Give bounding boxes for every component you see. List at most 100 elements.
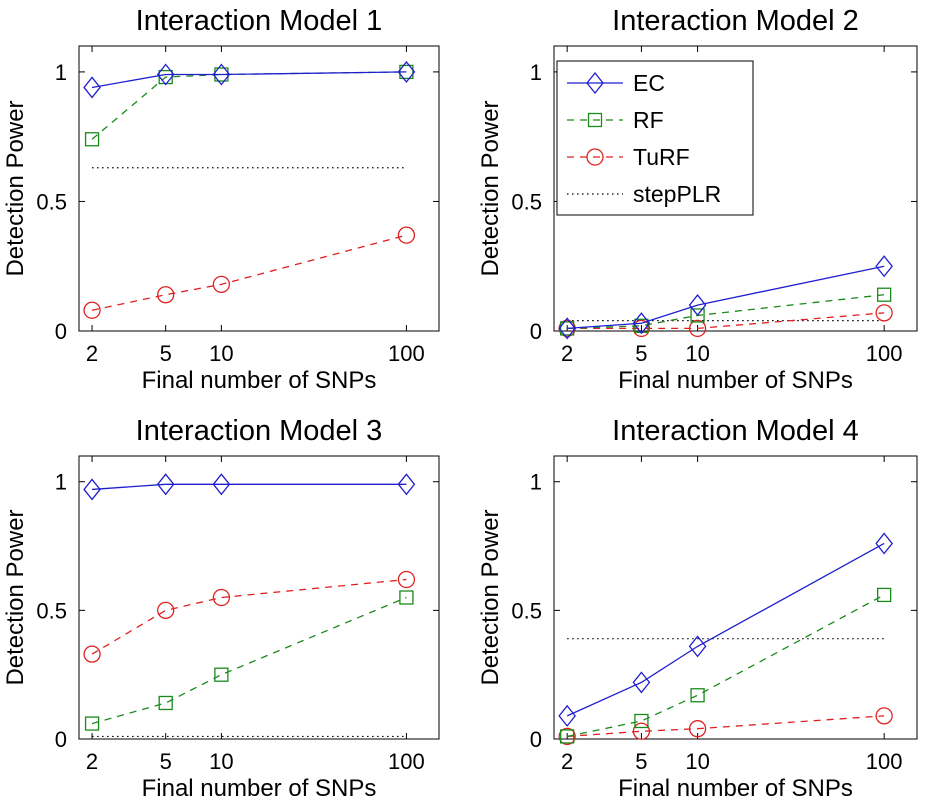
data-point-rf: [560, 729, 575, 744]
plot-frame: [78, 45, 440, 332]
data-point-rf: [876, 587, 892, 603]
legend-marker-turf: [586, 148, 604, 166]
x-tick-label: 100: [388, 341, 425, 366]
series-ec: [558, 255, 893, 340]
y-tick-label: 0: [530, 319, 542, 344]
data-point-ec: [632, 312, 651, 335]
series-line-rf: [91, 596, 407, 725]
data-point-rf: [876, 287, 892, 302]
series-turf: [83, 226, 416, 319]
series-line-turf: [91, 578, 407, 655]
series-line-ec: [91, 71, 407, 89]
x-tick-label: 2: [86, 749, 98, 774]
data-point-rf: [690, 688, 705, 703]
data-point-rf: [214, 667, 229, 682]
y-axis-label: Detection Power: [2, 100, 29, 276]
x-tick-label: 2: [86, 341, 98, 366]
plot-frame: [78, 455, 440, 740]
data-point-ec: [875, 532, 893, 555]
data-point-rf: [399, 590, 414, 605]
y-tick-label: 0.5: [511, 598, 542, 623]
data-point-turf: [632, 319, 651, 338]
y-tick-label: 0: [55, 727, 67, 752]
y-tick-label: 0.5: [36, 189, 67, 214]
y-axis-label: Detection Power: [2, 509, 29, 685]
series-line-ec: [567, 265, 885, 330]
y-tick-label: 0.5: [36, 598, 67, 623]
data-point-ec: [397, 60, 416, 83]
data-point-rf: [84, 132, 100, 147]
x-tick-label: 5: [160, 341, 172, 366]
chart-panel-2: Interaction Model 2 2 5 10 100 0 0.5 1 Final num…: [477, 5, 918, 394]
series-line-rf: [91, 71, 407, 140]
data-point-ec: [688, 635, 707, 658]
data-point-turf: [397, 570, 416, 589]
y-axis-label: Detection Power: [477, 509, 504, 685]
y-tick-label: 1: [530, 60, 542, 85]
series-rf: [560, 587, 892, 744]
legend-marker-rf: [587, 112, 603, 128]
x-tick-label: 10: [209, 341, 233, 366]
series-ec: [558, 532, 893, 727]
x-axis-label: Final number of SNPs: [618, 775, 853, 800]
y-tick-label: 1: [55, 470, 67, 495]
plot-frame: [553, 455, 918, 740]
data-point-turf: [558, 727, 576, 746]
data-point-rf: [690, 308, 705, 323]
data-point-turf: [83, 645, 101, 663]
series-line-ec: [566, 542, 885, 717]
data-point-rf: [158, 695, 173, 711]
series-turf: [83, 570, 416, 663]
data-point-ec: [212, 473, 231, 496]
series-line-turf: [567, 312, 885, 330]
data-point-turf: [157, 601, 175, 620]
legend-label-ec: EC: [633, 70, 665, 96]
y-axis-label: Detection Power: [477, 100, 504, 276]
series-ec: [83, 473, 416, 501]
y-tick-label: 1: [530, 470, 542, 495]
series-rf: [84, 590, 414, 731]
chart-panel-4: Interaction Model 4 2 5 10 100 0 0.5 1 Final num…: [477, 415, 918, 802]
series-line-rf: [567, 594, 885, 738]
data-point-turf: [688, 319, 707, 338]
x-tick-label: 100: [866, 749, 903, 774]
series-line-rf: [567, 294, 885, 330]
data-point-turf: [875, 304, 893, 322]
x-tick-label: 2: [561, 749, 573, 774]
data-point-turf: [397, 226, 416, 244]
data-point-ec: [212, 63, 231, 86]
series-line-turf: [567, 715, 885, 738]
legend-label-turf: TuRF: [633, 144, 690, 170]
x-tick-label: 10: [685, 749, 709, 774]
x-tick-label: 5: [160, 749, 172, 774]
legend-label-rf: RF: [633, 107, 664, 133]
data-point-turf: [875, 707, 893, 725]
data-point-ec: [156, 63, 175, 86]
data-point-ec: [83, 76, 101, 99]
chart-title: Interaction Model 4: [612, 415, 859, 447]
data-point-ec: [688, 294, 707, 317]
x-tick-label: 5: [635, 341, 647, 366]
data-point-turf: [212, 275, 231, 294]
chart-title: Interaction Model 1: [136, 5, 383, 37]
data-point-ec: [156, 473, 175, 496]
x-tick-label: 100: [388, 749, 425, 774]
x-tick-label: 2: [561, 341, 573, 366]
data-point-ec: [558, 704, 577, 727]
chart-panel-1: Interaction Model 1 2 5 10 100 0 0.5 1 Final num…: [2, 5, 440, 394]
x-tick-label: 5: [635, 749, 647, 774]
x-axis-label: Final number of SNPs: [618, 367, 853, 394]
data-point-ec: [397, 473, 416, 496]
y-tick-label: 1: [55, 60, 67, 85]
series-turf: [558, 707, 893, 746]
series-line-turf: [91, 234, 407, 311]
data-point-turf: [83, 301, 101, 319]
x-axis-label: Final number of SNPs: [142, 775, 377, 800]
data-point-turf: [212, 588, 231, 607]
legend-marker-ec: [586, 71, 604, 95]
x-tick-label: 10: [209, 749, 233, 774]
data-point-turf: [688, 720, 707, 738]
y-tick-label: 0: [530, 727, 542, 752]
